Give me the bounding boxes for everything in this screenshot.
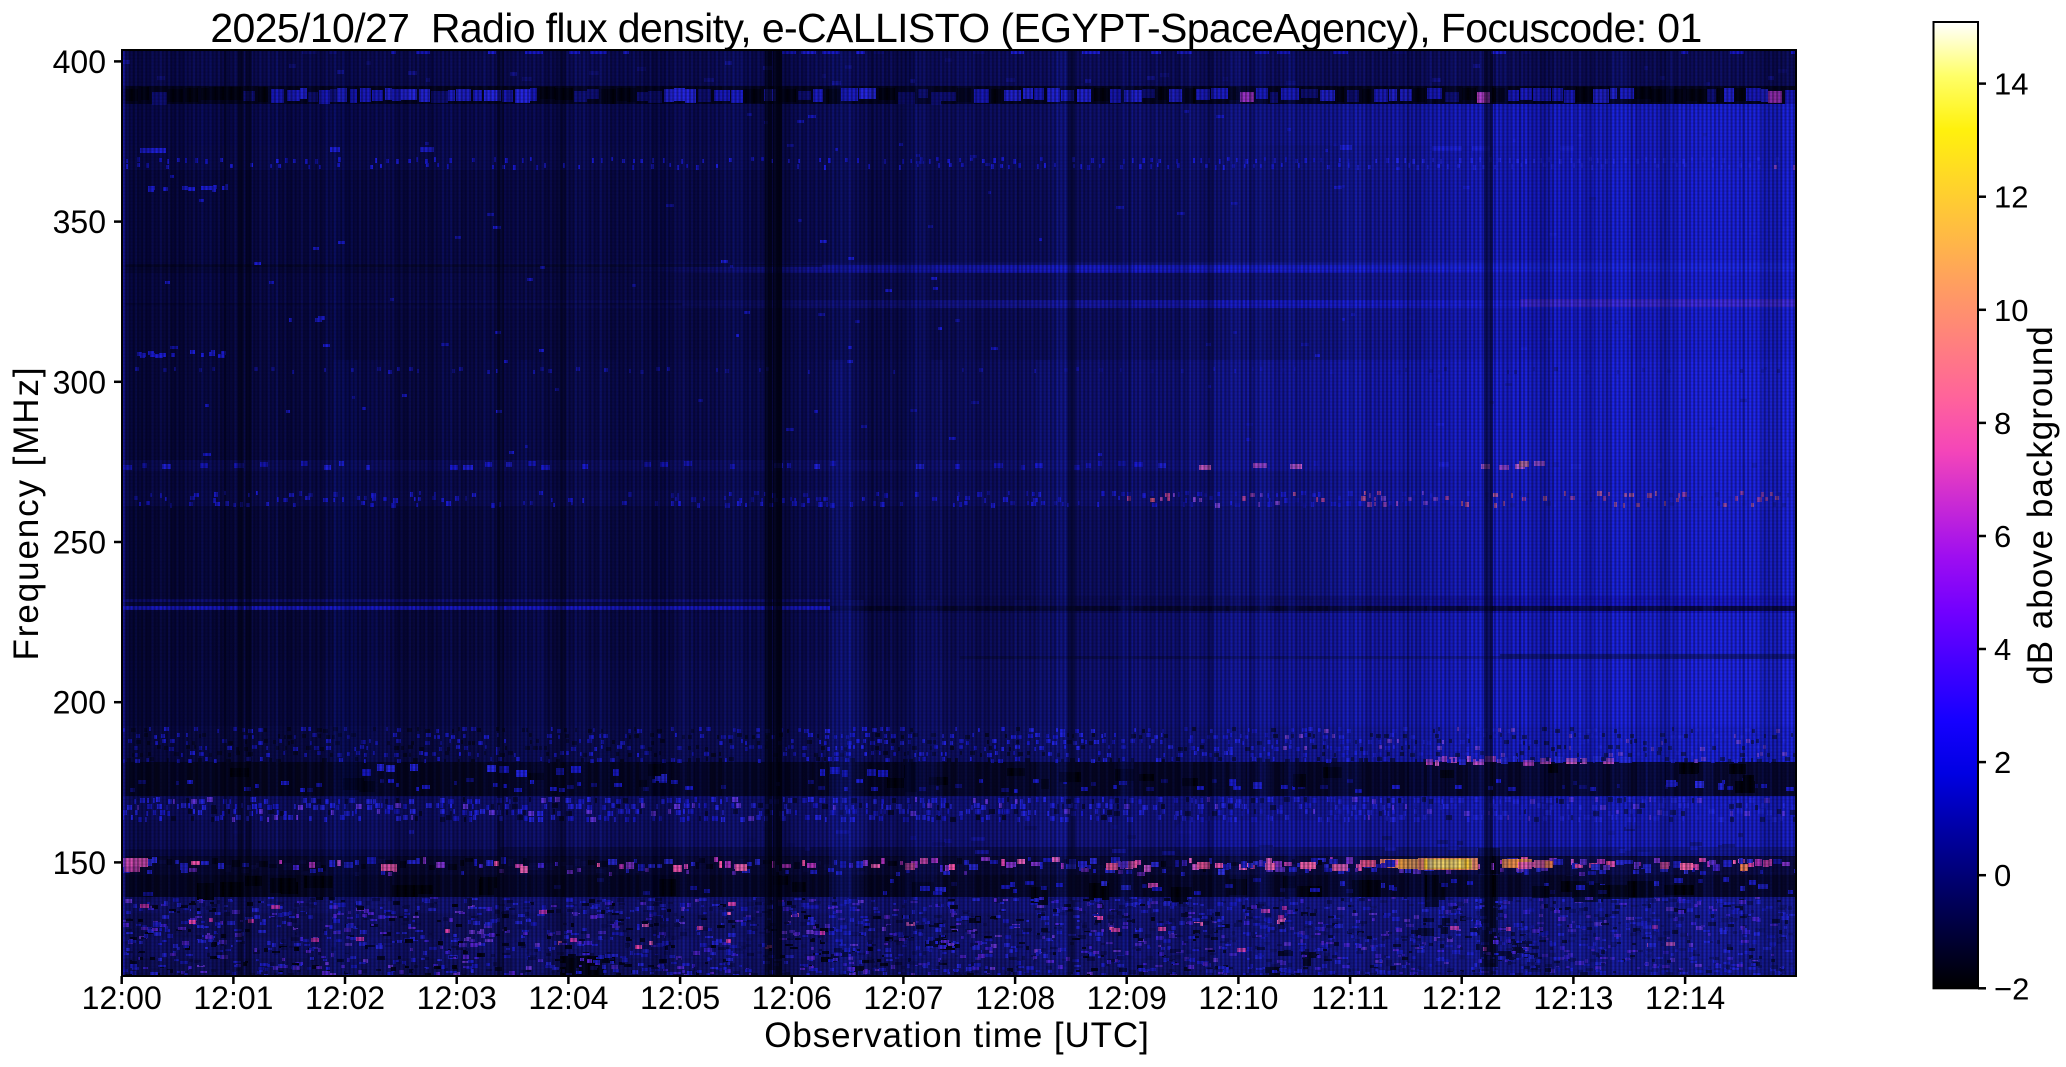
svg-text:6: 6 bbox=[1994, 519, 2011, 554]
svg-text:12:10: 12:10 bbox=[1198, 980, 1278, 1016]
svg-text:10: 10 bbox=[1994, 293, 2028, 328]
svg-text:12:11: 12:11 bbox=[1311, 980, 1389, 1016]
svg-text:2025/10/27 Radio flux density: 2025/10/27 Radio flux density, e-CALLIST… bbox=[210, 5, 1701, 51]
svg-text:12:08: 12:08 bbox=[975, 980, 1055, 1016]
svg-text:400: 400 bbox=[53, 44, 106, 80]
svg-text:250: 250 bbox=[53, 525, 106, 561]
svg-text:dB above background: dB above background bbox=[2021, 325, 2060, 685]
svg-text:4: 4 bbox=[1994, 632, 2011, 667]
svg-text:−2: −2 bbox=[1994, 971, 2029, 1006]
svg-text:Observation time [UTC]: Observation time [UTC] bbox=[764, 1016, 1149, 1055]
svg-text:12:07: 12:07 bbox=[863, 980, 943, 1016]
svg-text:300: 300 bbox=[53, 364, 106, 400]
svg-text:12:01: 12:01 bbox=[193, 980, 273, 1016]
svg-text:12:06: 12:06 bbox=[752, 980, 832, 1016]
svg-text:12:03: 12:03 bbox=[417, 980, 497, 1016]
svg-text:0: 0 bbox=[1994, 858, 2011, 893]
svg-text:12:09: 12:09 bbox=[1087, 980, 1167, 1016]
svg-text:2: 2 bbox=[1994, 745, 2011, 780]
svg-text:12:14: 12:14 bbox=[1645, 980, 1725, 1016]
svg-text:12:02: 12:02 bbox=[305, 980, 385, 1016]
svg-text:Frequency [MHz]: Frequency [MHz] bbox=[7, 366, 46, 661]
svg-text:12:00: 12:00 bbox=[82, 980, 162, 1016]
svg-text:14: 14 bbox=[1994, 67, 2028, 102]
svg-text:12:05: 12:05 bbox=[640, 980, 720, 1016]
svg-text:12: 12 bbox=[1994, 180, 2028, 215]
svg-text:350: 350 bbox=[53, 204, 106, 240]
svg-text:8: 8 bbox=[1994, 406, 2011, 441]
svg-text:12:13: 12:13 bbox=[1533, 980, 1613, 1016]
svg-text:12:04: 12:04 bbox=[528, 980, 608, 1016]
svg-text:200: 200 bbox=[53, 685, 106, 721]
svg-text:12:12: 12:12 bbox=[1422, 980, 1502, 1016]
svg-text:150: 150 bbox=[53, 845, 106, 881]
